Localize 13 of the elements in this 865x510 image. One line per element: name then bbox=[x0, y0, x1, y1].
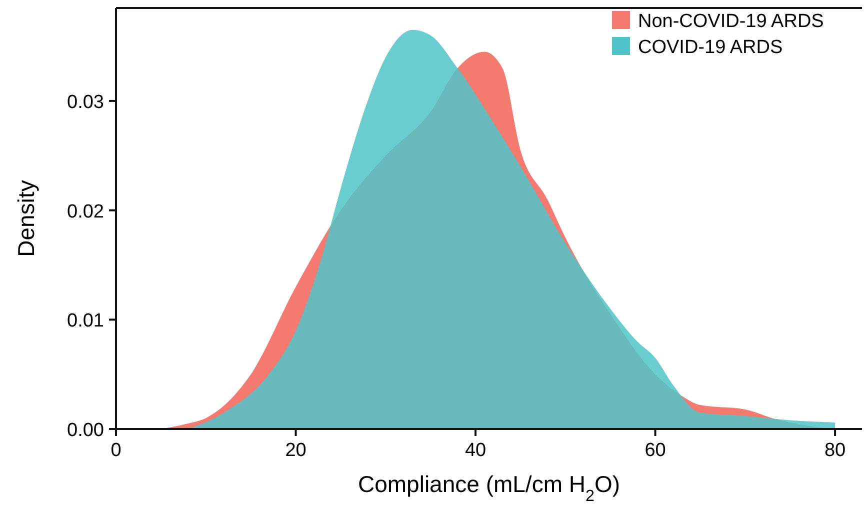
x-tick-label: 20 bbox=[285, 440, 306, 461]
legend-label: COVID-19 ARDS bbox=[638, 37, 783, 58]
y-tick-label: 0.00 bbox=[67, 420, 104, 441]
y-tick-label: 0.03 bbox=[67, 92, 104, 113]
legend-label: Non-COVID-19 ARDS bbox=[638, 11, 824, 32]
x-tick-label: 80 bbox=[824, 440, 846, 461]
y-axis-title: Density bbox=[13, 180, 39, 257]
x-tick-label: 40 bbox=[464, 440, 486, 461]
y-tick-label: 0.01 bbox=[67, 310, 104, 332]
y-tick-label: 0.02 bbox=[67, 201, 104, 222]
x-axis-title: Compliance (mL/cm H$_{2}$O) bbox=[358, 471, 620, 505]
x-tick-label: 60 bbox=[644, 440, 666, 461]
x-tick-label: 0 bbox=[110, 440, 122, 461]
